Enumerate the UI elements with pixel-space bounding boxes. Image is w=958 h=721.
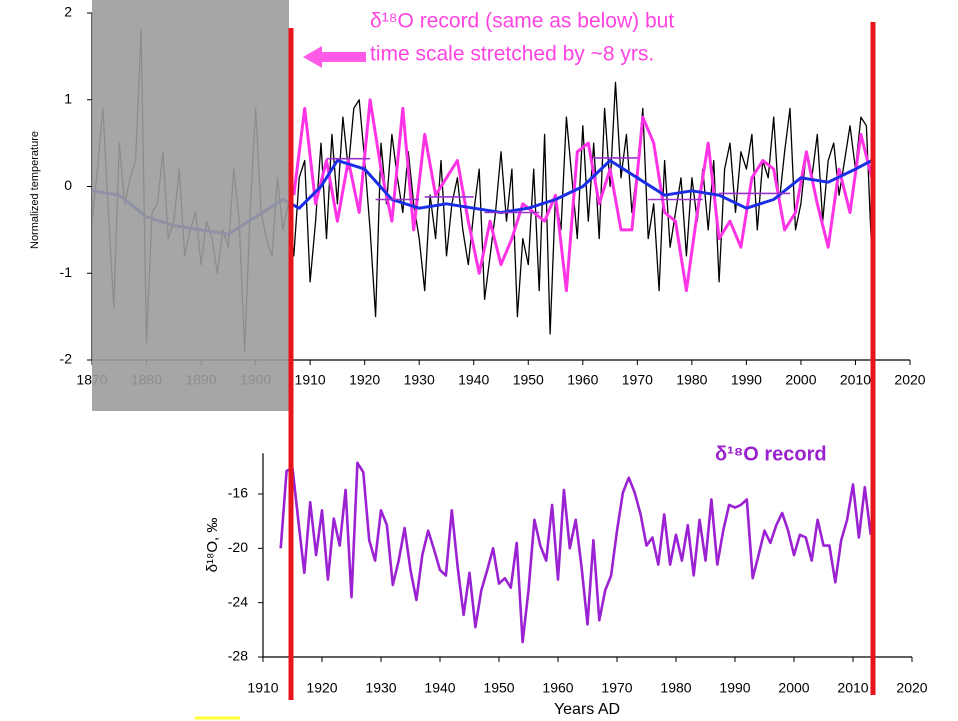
x-tick-label: 1910 [247, 680, 278, 696]
x-tick-label: 1990 [731, 372, 762, 388]
x-tick-label: 2020 [896, 680, 927, 696]
x-tick-label: 2010 [840, 372, 871, 388]
x-tick-label: 2020 [894, 372, 925, 388]
x-tick-label: 1930 [365, 680, 396, 696]
data-line [279, 461, 872, 644]
y-tick-label: -1 [60, 264, 73, 280]
y-tick-label: 0 [64, 177, 72, 193]
x-tick-label: 1930 [404, 372, 435, 388]
y-axis-label: δ¹⁸O, ‰ [204, 518, 221, 573]
x-tick-label: 1970 [601, 680, 632, 696]
x-tick-label: 1910 [295, 372, 326, 388]
shaded-region [92, 0, 289, 411]
arrow [303, 46, 366, 68]
x-tick-label: 1940 [424, 680, 455, 696]
x-tick-label: 1990 [719, 680, 750, 696]
x-tick-label: 1950 [483, 680, 514, 696]
data-line [292, 98, 874, 293]
x-tick-label: 1970 [622, 372, 653, 388]
x-tick-label: 1940 [458, 372, 489, 388]
x-tick-label: 2000 [785, 372, 816, 388]
data-line [326, 157, 790, 214]
y-tick-label: -24 [228, 593, 248, 609]
x-tick-label: 1920 [306, 680, 337, 696]
x-tick-label: 1960 [542, 680, 573, 696]
x-axis-label: Years AD [554, 701, 620, 718]
x-tick-label: 1980 [676, 372, 707, 388]
chart-title: δ¹⁸O record [715, 443, 827, 465]
x-tick-label: 2010 [837, 680, 868, 696]
annotation: δ¹⁸O record (same as below) but [370, 10, 674, 33]
y-tick-label: 1 [64, 90, 72, 106]
y-tick-label: -2 [60, 351, 73, 367]
x-tick-label: 2000 [778, 680, 809, 696]
y-tick-label: -28 [228, 648, 248, 664]
y-tick-label: -20 [228, 539, 248, 555]
x-tick-label: 1920 [349, 372, 380, 388]
y-tick-label: -16 [228, 485, 248, 501]
x-tick-label: 1960 [567, 372, 598, 388]
x-tick-label: 1950 [513, 372, 544, 388]
y-tick-label: 2 [64, 4, 72, 20]
y-axis-label: Normalized temperature [29, 131, 41, 249]
x-tick-label: 1980 [660, 680, 691, 696]
annotation: time scale stretched by ~8 yrs. [370, 43, 654, 66]
